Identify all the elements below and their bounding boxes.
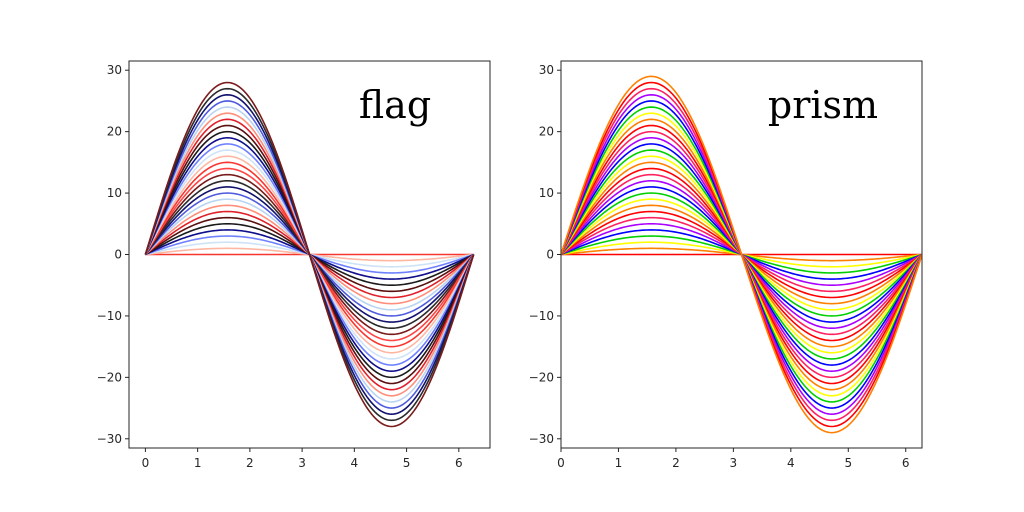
prism-series-line	[561, 75, 922, 434]
prism-x-ticks: 0 1 2 3 4 5 6	[557, 448, 910, 470]
flag-title: flag	[359, 83, 431, 127]
flag-x-tick-label: 5	[403, 456, 411, 470]
prism-x-tick-label: 2	[672, 456, 680, 470]
flag-panel: 0 1 2 3 4 5 6 30 20 10 0 −10 −20 −30 flag	[97, 60, 491, 470]
prism-y-tick-label: −20	[529, 370, 554, 384]
flag-curves	[144, 81, 475, 428]
prism-y-tick-label: −10	[529, 309, 554, 323]
flag-y-tick-label: 30	[107, 63, 122, 77]
prism-curves	[561, 75, 922, 434]
prism-y-tick-label: 30	[539, 63, 554, 77]
prism-y-tick-label: 10	[539, 186, 554, 200]
prism-x-tick-label: 4	[787, 456, 795, 470]
flag-y-tick-label: 20	[107, 125, 122, 139]
flag-x-tick-label: 3	[298, 456, 306, 470]
prism-panel: 0 1 2 3 4 5 6 30 20 10 0 −10 −20 −30 prism	[529, 60, 923, 470]
prism-title: prism	[768, 83, 878, 127]
prism-x-tick-label: 1	[615, 456, 623, 470]
flag-series-line	[144, 81, 475, 428]
flag-x-tick-label: 0	[142, 456, 150, 470]
flag-y-tick-label: −20	[97, 370, 122, 384]
prism-x-tick-label: 6	[902, 456, 910, 470]
flag-y-tick-label: 0	[114, 248, 122, 262]
prism-x-tick-label: 5	[844, 456, 852, 470]
prism-y-tick-label: 0	[546, 248, 554, 262]
prism-x-tick-label: 0	[557, 456, 565, 470]
prism-x-tick-label: 3	[730, 456, 738, 470]
flag-y-ticks: 30 20 10 0 −10 −20 −30	[97, 63, 129, 446]
flag-x-tick-label: 2	[246, 456, 254, 470]
flag-x-tick-label: 4	[351, 456, 359, 470]
flag-y-tick-label: −30	[97, 432, 122, 446]
prism-y-tick-label: 20	[539, 125, 554, 139]
flag-x-tick-label: 1	[194, 456, 202, 470]
flag-y-tick-label: −10	[97, 309, 122, 323]
prism-y-ticks: 30 20 10 0 −10 −20 −30	[529, 63, 561, 446]
flag-x-ticks: 0 1 2 3 4 5 6	[142, 448, 463, 470]
flag-x-tick-label: 6	[455, 456, 463, 470]
flag-y-tick-label: 10	[107, 186, 122, 200]
prism-y-tick-label: −30	[529, 432, 554, 446]
